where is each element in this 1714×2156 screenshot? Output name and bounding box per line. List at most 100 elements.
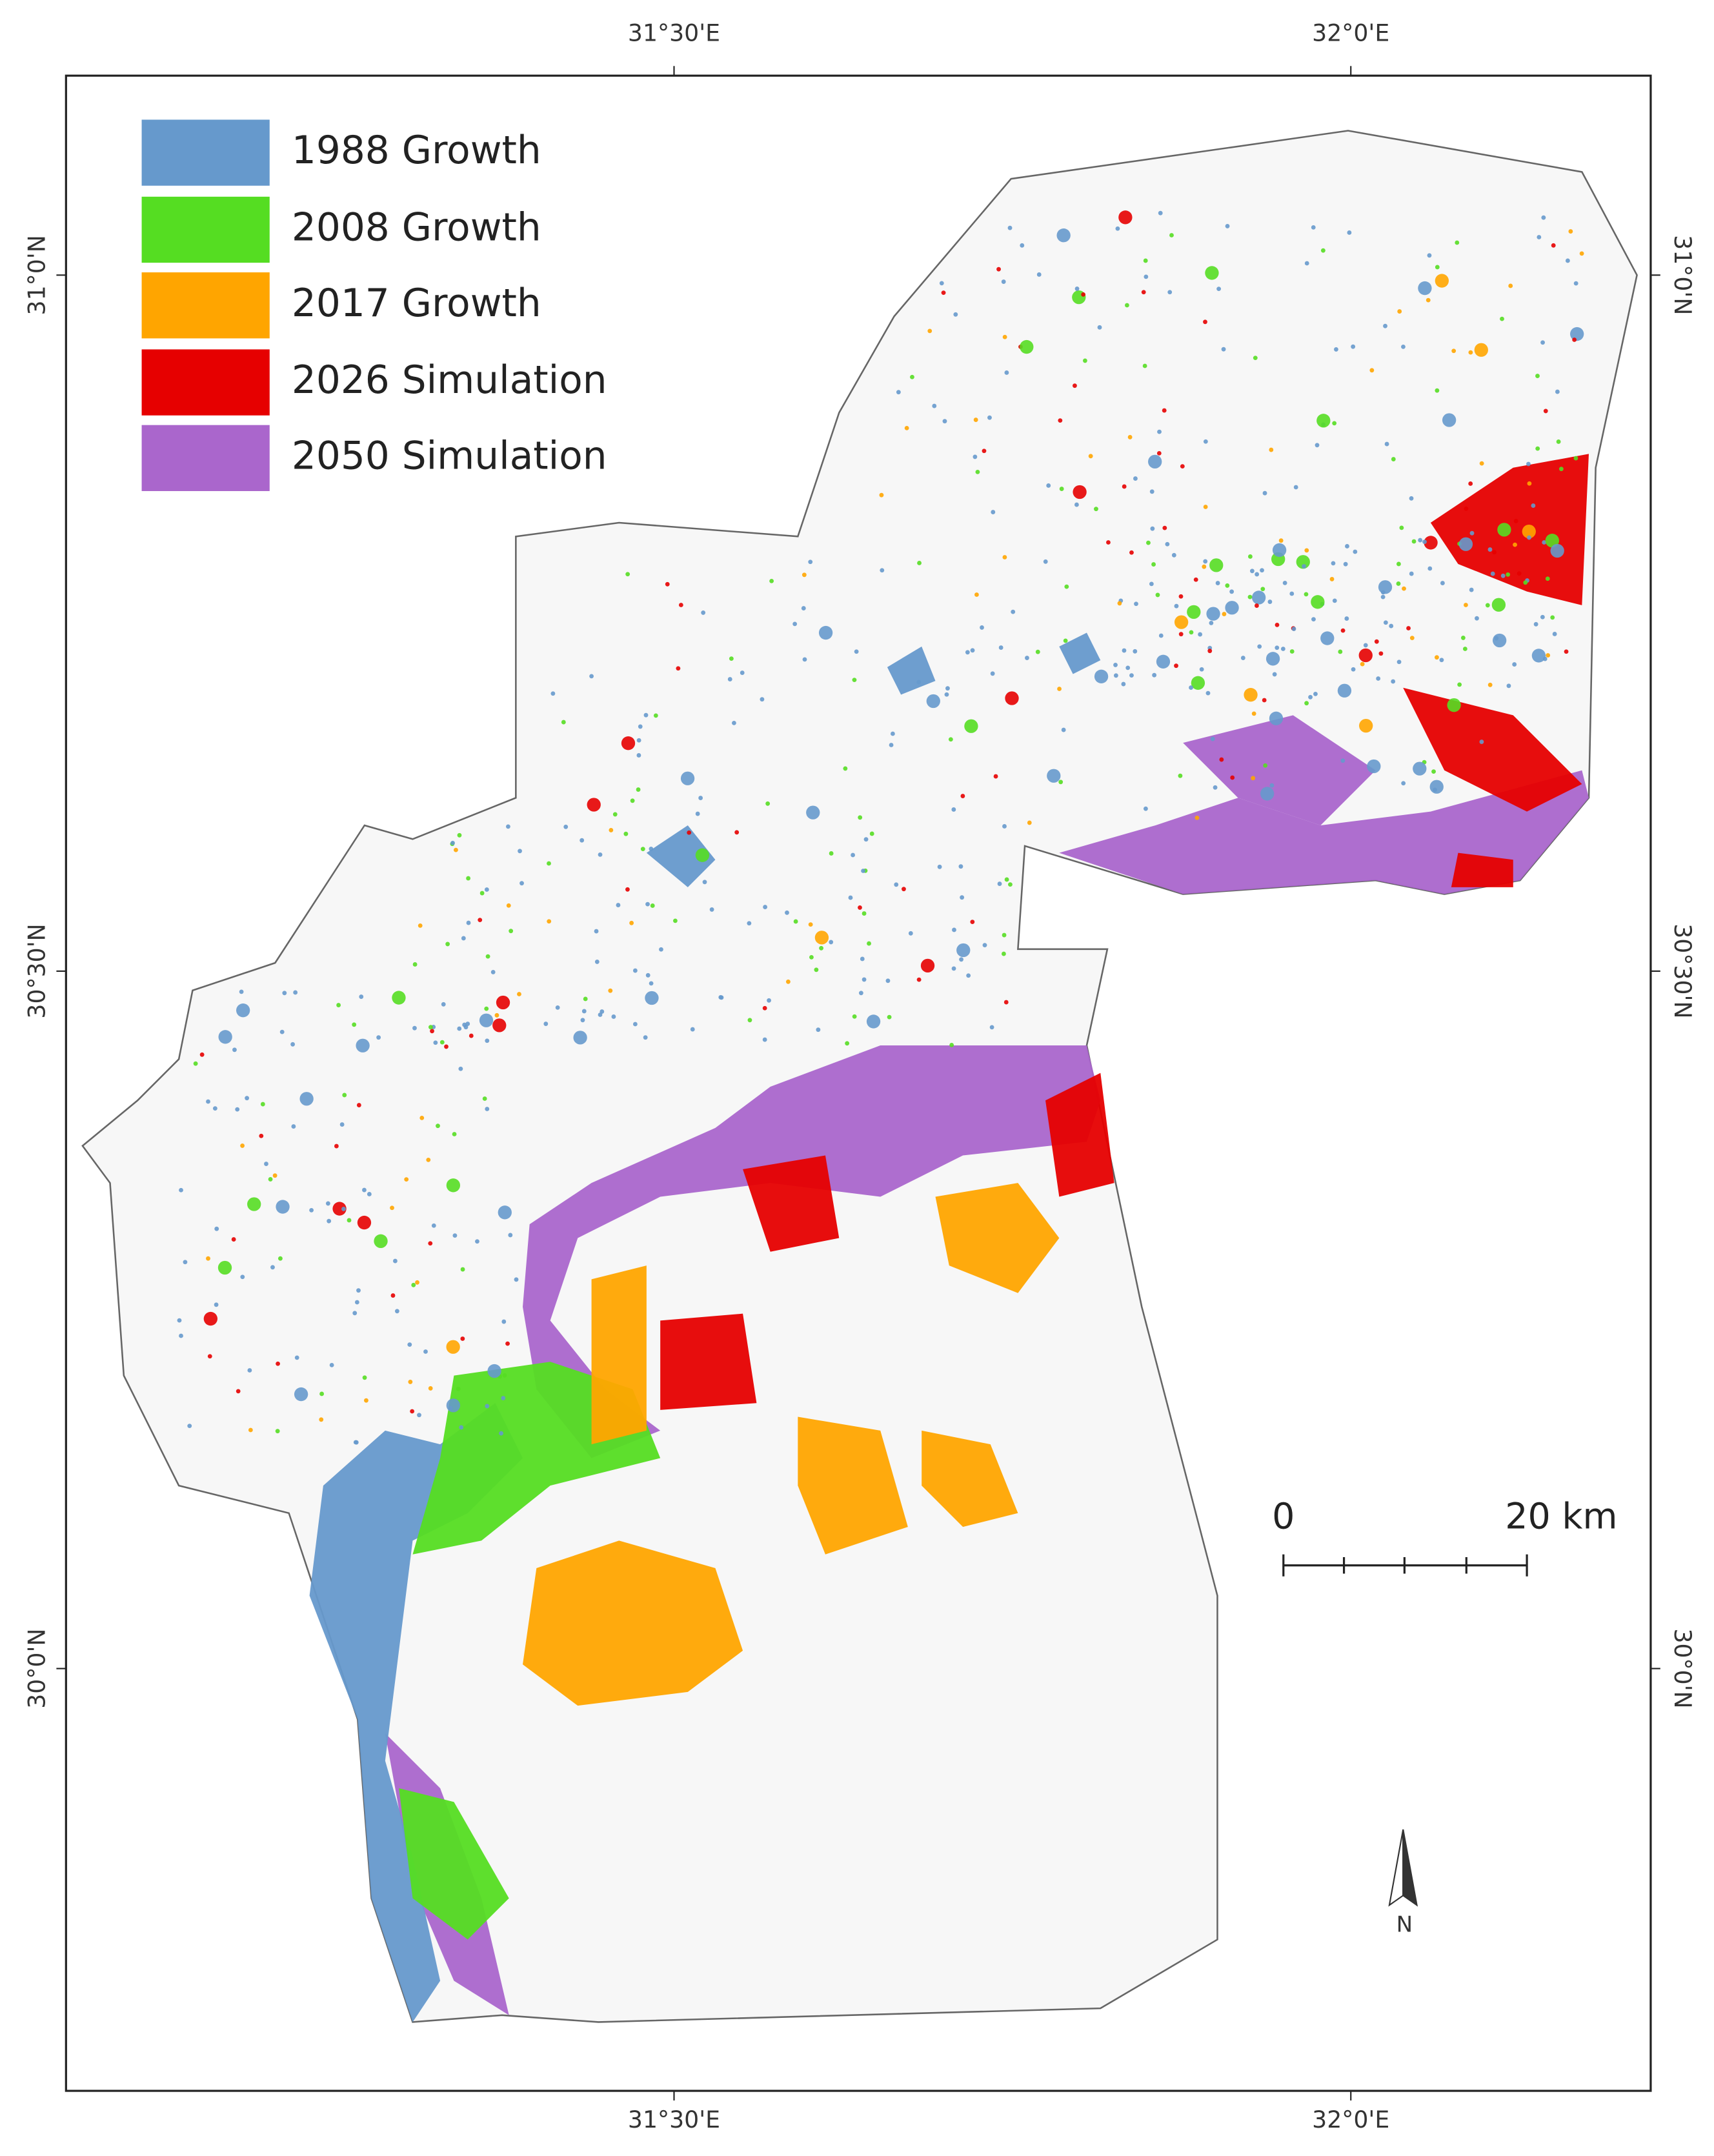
settlement xyxy=(1573,456,1578,461)
settlement xyxy=(1411,539,1417,544)
settlement xyxy=(1389,623,1394,629)
settlement xyxy=(1406,626,1411,630)
settlement xyxy=(415,1280,419,1285)
settlement xyxy=(498,1205,512,1220)
settlement xyxy=(1542,540,1547,545)
settlement xyxy=(1282,580,1287,585)
settlement xyxy=(1383,323,1387,328)
settlement xyxy=(1579,251,1584,256)
settlement xyxy=(428,1241,433,1246)
settlement xyxy=(1513,519,1518,523)
settlement xyxy=(1225,224,1230,228)
settlement xyxy=(1064,584,1069,589)
settlement xyxy=(218,1030,232,1044)
settlement xyxy=(1117,601,1122,606)
settlement xyxy=(860,956,865,962)
settlement xyxy=(376,1035,381,1040)
settlement xyxy=(1543,408,1548,414)
settlement xyxy=(1209,620,1214,625)
settlement xyxy=(1260,787,1275,801)
settlement xyxy=(1011,609,1016,614)
settlement xyxy=(960,794,965,798)
settlement xyxy=(889,743,894,747)
settlement xyxy=(278,1256,283,1261)
settlement xyxy=(452,1132,457,1136)
settlement xyxy=(1178,632,1184,637)
settlement xyxy=(695,811,700,816)
settlement xyxy=(623,831,629,836)
settlement xyxy=(1063,638,1068,643)
settlement xyxy=(1345,544,1349,549)
settlement xyxy=(1263,763,1268,768)
settlement xyxy=(997,882,1002,886)
settlement xyxy=(1380,594,1386,599)
settlement xyxy=(356,1288,361,1293)
settlement xyxy=(1002,951,1006,956)
settlement xyxy=(1384,441,1389,447)
settlement xyxy=(792,621,798,627)
settlement xyxy=(1178,594,1184,599)
settlement xyxy=(908,931,913,936)
settlement xyxy=(1073,383,1077,388)
settlement xyxy=(1360,661,1365,667)
settlement xyxy=(448,1405,453,1411)
settlement xyxy=(1458,537,1473,551)
settlement xyxy=(1205,266,1219,280)
settlement xyxy=(1479,740,1484,744)
settlement xyxy=(1240,656,1245,660)
settlement xyxy=(942,419,947,424)
settlement xyxy=(600,1009,605,1014)
settlement xyxy=(1506,683,1511,689)
settlement xyxy=(594,960,600,964)
settlement xyxy=(880,568,885,573)
settlement xyxy=(492,1018,507,1033)
settlement xyxy=(1225,583,1230,588)
settlement xyxy=(1129,673,1134,678)
settlement xyxy=(1522,524,1536,539)
settlement xyxy=(1396,581,1401,586)
settlement xyxy=(916,977,922,982)
settlement xyxy=(392,991,406,1005)
settlement xyxy=(1198,632,1203,637)
settlement xyxy=(390,1205,394,1211)
settlement xyxy=(430,1029,434,1034)
urban-patch xyxy=(591,1265,647,1445)
settlement xyxy=(966,973,971,978)
settlement xyxy=(1331,561,1336,566)
settlement xyxy=(1219,757,1224,762)
settlement xyxy=(1359,718,1373,733)
settlement xyxy=(466,876,471,881)
settlement xyxy=(927,328,933,334)
settlement xyxy=(1129,550,1134,555)
settlement xyxy=(502,1373,507,1378)
settlement xyxy=(896,390,901,395)
settlement xyxy=(247,1368,252,1373)
settlement xyxy=(485,1404,490,1409)
urban-patch xyxy=(523,1540,743,1706)
settlement xyxy=(589,674,594,679)
settlement xyxy=(1203,319,1207,325)
settlement xyxy=(1152,672,1157,678)
settlement xyxy=(1527,535,1531,540)
settlement xyxy=(1435,274,1449,288)
settlement xyxy=(709,907,714,912)
settlement xyxy=(960,895,965,900)
settlement xyxy=(336,1003,341,1007)
settlement xyxy=(436,1123,440,1129)
settlement xyxy=(450,840,455,845)
settlement xyxy=(1487,547,1493,552)
settlement xyxy=(1221,347,1226,352)
settlement xyxy=(1378,580,1393,594)
settlement xyxy=(508,1233,513,1238)
settlement xyxy=(332,1202,347,1216)
settlement xyxy=(517,992,521,996)
settlement xyxy=(441,1002,446,1007)
settlement xyxy=(594,929,599,934)
settlement xyxy=(1383,620,1388,625)
settlement xyxy=(339,1122,345,1127)
settlement xyxy=(341,1207,346,1211)
settlement xyxy=(816,1027,821,1033)
settlement xyxy=(1347,230,1352,235)
settlement xyxy=(843,766,848,771)
settlement xyxy=(1427,566,1433,571)
